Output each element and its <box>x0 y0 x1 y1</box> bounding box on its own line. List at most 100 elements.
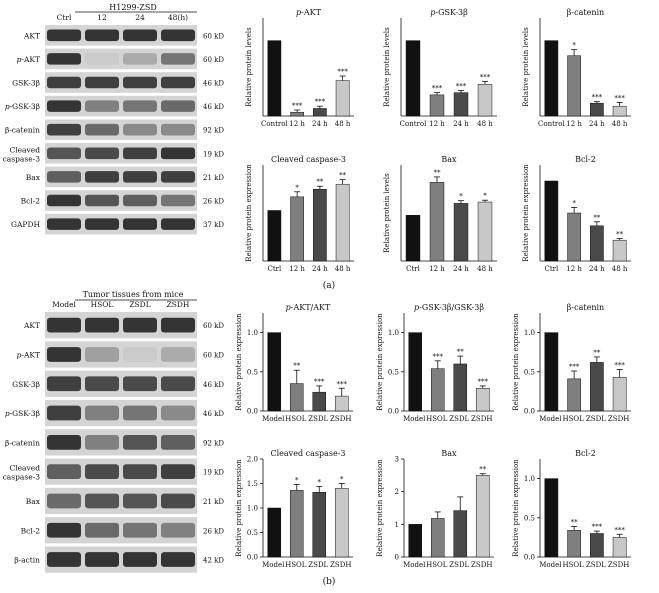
category-label: Control <box>400 120 427 128</box>
significance-label: ** <box>593 214 601 222</box>
blot-band <box>47 317 81 333</box>
blot-band <box>47 53 81 65</box>
kd-label: 21 kD <box>203 174 224 182</box>
blot-row: AKT 60 kD <box>23 312 224 339</box>
blot-band <box>123 493 157 509</box>
y-axis-label: Relative protein expression <box>235 459 243 557</box>
blot-band <box>47 100 81 112</box>
blot-band <box>85 522 119 538</box>
bar <box>290 111 304 117</box>
category-label: Model <box>262 415 285 423</box>
y-tick-label: 2.0 <box>247 456 258 464</box>
bar <box>477 201 493 262</box>
kd-label: 60 kD <box>203 322 224 330</box>
y-tick-label: 0.0 <box>524 408 535 416</box>
bar <box>334 395 349 412</box>
blot-strip <box>45 166 197 188</box>
category-label: 48 h <box>612 120 628 128</box>
y-axis-label: Relative protein expression <box>512 313 520 411</box>
category-label: Model <box>539 415 562 423</box>
blot-strip <box>45 190 197 211</box>
significance-label: *** <box>456 82 467 90</box>
y-axis-label: Relative protein expression <box>235 313 243 411</box>
bar <box>590 533 604 558</box>
y-tick-label: 1 <box>395 521 399 529</box>
significance-label: *** <box>315 98 326 106</box>
kd-label: 60 kD <box>203 56 224 64</box>
bar-chart-2: p-GSK-3β Relative protein levels Control **… <box>383 8 497 128</box>
blot-band <box>47 147 81 160</box>
bar-chart-10: Cleaved caspase-3 Relative protein expres… <box>235 449 353 569</box>
protein-label: p-GSK-3β <box>5 409 40 418</box>
blot-row: GSK-3β 46 kD <box>12 72 224 93</box>
lane-label: Model <box>52 300 76 309</box>
blot-band <box>47 218 81 230</box>
kd-label: 19 kD <box>203 150 224 158</box>
blot-band <box>161 194 195 207</box>
bar <box>544 40 559 117</box>
bar <box>312 391 327 412</box>
protein-label: β-catenin <box>5 126 40 135</box>
blot-strip <box>45 72 197 93</box>
blot-band <box>161 405 195 421</box>
kd-label: 21 kD <box>203 498 224 506</box>
chart-title: β-catenin <box>567 8 604 17</box>
blot-band <box>85 76 119 89</box>
category-label: ZSDH <box>330 415 351 423</box>
blot-band <box>161 434 195 450</box>
category-label: 12 h <box>566 120 582 128</box>
blot-band <box>123 522 157 538</box>
protein-label: Cleaved caspase-3 <box>3 145 41 163</box>
chart-title: p-AKT <box>296 8 322 17</box>
kd-label: 42 kD <box>203 557 224 565</box>
y-tick-label: 1.5 <box>247 480 258 488</box>
bar <box>313 189 327 262</box>
blot-band <box>123 434 157 450</box>
y-tick-label: 0.0 <box>247 554 258 562</box>
significance-label: ** <box>571 518 579 526</box>
bar-chart-4: Cleaved caspase-3 Relative protein expres… <box>245 155 354 273</box>
blot-band <box>85 171 119 183</box>
category-label: HSOL <box>426 415 448 423</box>
category-label: ZSDH <box>608 415 629 423</box>
lane-label: ZSDH <box>167 300 190 309</box>
kd-label: 26 kD <box>203 198 224 206</box>
blot-band <box>47 464 81 480</box>
blot-strip <box>45 48 197 70</box>
y-tick-label: 0.5 <box>524 368 535 376</box>
blot-row: p-AKT 60 kD <box>17 48 224 70</box>
chart-title: p-GSK-3β/GSK-3β <box>414 303 484 312</box>
blot-band <box>123 552 157 567</box>
panel-label-b: (b) <box>323 576 336 587</box>
bar-chart-8: p-GSK-3β/GSK-3β Relative protein expressi… <box>376 303 494 423</box>
lane-label: 12 <box>97 13 107 22</box>
bar <box>544 478 559 558</box>
category-label: 24 h <box>589 265 605 273</box>
blot-band <box>123 218 157 230</box>
significance-label: *** <box>432 85 443 93</box>
category-label: HSOL <box>285 415 307 423</box>
significance-label: * <box>483 192 487 200</box>
kd-label: 26 kD <box>203 527 224 535</box>
significance-label: *** <box>480 73 491 81</box>
y-axis-label: Relative protein expression <box>245 164 253 262</box>
bar <box>453 203 469 262</box>
bar-chart-11: Bax Relative protein expression 0 1 2 3 Model H… <box>376 449 494 569</box>
bar <box>289 383 304 412</box>
category-label: ZSDL <box>308 415 328 423</box>
category-label: ZSDL <box>449 561 469 569</box>
y-axis-label: Relative protein expression <box>376 459 384 557</box>
protein-label: GSK-3β <box>12 380 40 389</box>
kd-label: 92 kD <box>203 439 224 447</box>
blot-row: β-catenin 92 kD <box>5 429 224 456</box>
protein-label: Bax <box>26 497 41 506</box>
blot-band <box>123 147 157 160</box>
kd-label: 46 kD <box>203 410 224 418</box>
bar <box>612 239 627 262</box>
blot-band <box>47 171 81 183</box>
bar <box>335 80 350 117</box>
blot-band <box>123 194 157 207</box>
blot-band <box>47 123 81 136</box>
y-axis-label: Relative protein expression <box>522 164 530 262</box>
significance-label: ** <box>616 231 624 239</box>
